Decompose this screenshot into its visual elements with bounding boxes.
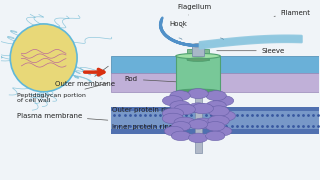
Bar: [110, 129, 319, 134]
Ellipse shape: [174, 104, 196, 115]
Ellipse shape: [188, 103, 208, 113]
Text: Plasma membrane: Plasma membrane: [17, 113, 108, 120]
Ellipse shape: [170, 101, 190, 111]
Ellipse shape: [188, 89, 208, 99]
Text: Inner protein ring: Inner protein ring: [112, 124, 183, 130]
Ellipse shape: [208, 115, 229, 126]
Ellipse shape: [188, 133, 208, 143]
Ellipse shape: [192, 44, 204, 47]
Ellipse shape: [206, 91, 226, 101]
Ellipse shape: [205, 122, 225, 131]
Text: Filament: Filament: [274, 10, 311, 16]
Ellipse shape: [10, 24, 77, 92]
Ellipse shape: [206, 101, 226, 111]
Ellipse shape: [162, 108, 184, 119]
Text: Rod: Rod: [125, 76, 192, 83]
Ellipse shape: [213, 96, 234, 106]
Ellipse shape: [205, 131, 225, 141]
Ellipse shape: [174, 117, 196, 128]
Ellipse shape: [187, 58, 209, 61]
Text: Peptidoglycan portion
of cell wall: Peptidoglycan portion of cell wall: [17, 83, 108, 104]
Ellipse shape: [171, 131, 191, 141]
Ellipse shape: [212, 126, 232, 136]
Text: Outer protein ring: Outer protein ring: [112, 107, 183, 113]
Ellipse shape: [162, 113, 184, 124]
Ellipse shape: [164, 126, 184, 136]
Ellipse shape: [208, 106, 229, 116]
Ellipse shape: [192, 118, 213, 129]
Ellipse shape: [176, 89, 220, 94]
Bar: [192, 45, 204, 56]
Bar: [110, 56, 319, 73]
Bar: [110, 111, 319, 129]
Ellipse shape: [163, 96, 183, 106]
Ellipse shape: [214, 111, 236, 121]
Bar: [176, 56, 220, 92]
Ellipse shape: [170, 91, 190, 101]
Ellipse shape: [176, 53, 220, 59]
Bar: [195, 92, 202, 152]
Text: Outer membrane: Outer membrane: [55, 66, 115, 87]
Text: Sleeve: Sleeve: [217, 48, 285, 54]
Bar: [187, 49, 209, 60]
Ellipse shape: [192, 103, 213, 114]
Ellipse shape: [171, 122, 191, 131]
Ellipse shape: [188, 120, 208, 129]
Text: Hook: Hook: [169, 21, 187, 28]
Bar: [110, 107, 319, 111]
Bar: [110, 73, 319, 92]
Text: Flagellum: Flagellum: [177, 4, 212, 15]
